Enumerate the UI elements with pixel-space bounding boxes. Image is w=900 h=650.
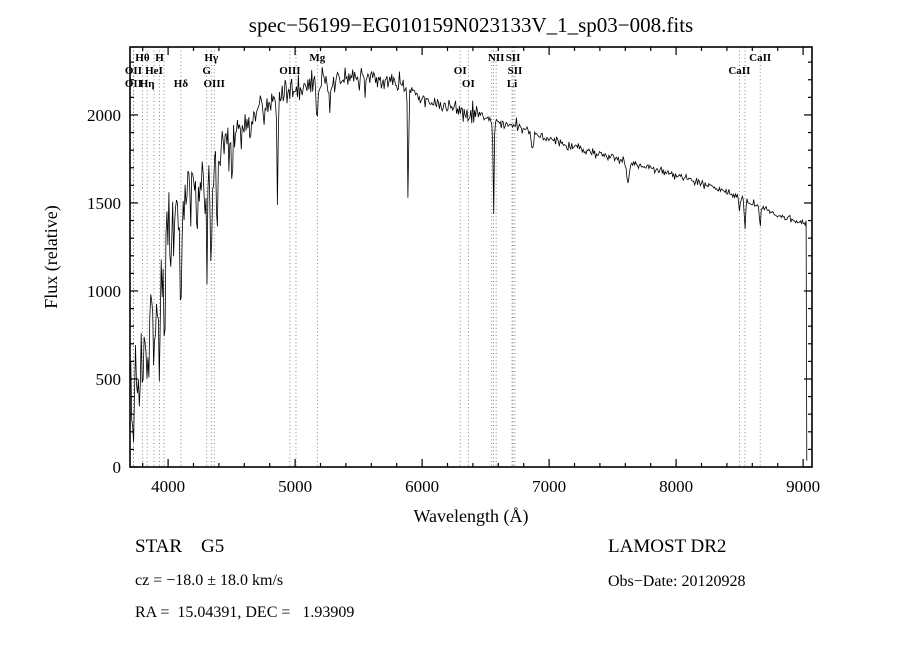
x-tick-label: 8000 [659, 477, 693, 496]
line-label: CaII [749, 52, 771, 64]
line-label: HeI [145, 65, 163, 77]
plot-title: spec−56199−EG010159N023133V_1_sp03−008.f… [249, 13, 693, 37]
line-label: Hγ [204, 52, 218, 64]
line-label: Mg [309, 52, 325, 64]
line-label: OII [125, 65, 142, 77]
line-label: H [155, 52, 164, 64]
x-axis-label: Wavelength (Å) [413, 506, 528, 527]
y-tick-label: 2000 [87, 106, 121, 125]
x-tick-label: 6000 [405, 477, 439, 496]
plot-border [129, 46, 813, 468]
y-tick-label: 1500 [87, 194, 121, 213]
line-label: Hδ [174, 78, 189, 90]
line-label: SII [508, 65, 523, 77]
x-tick-label: 9000 [786, 477, 820, 496]
radial-velocity: cz = −18.0 ± 18.0 km/s [135, 572, 284, 589]
line-label: SII [506, 52, 521, 64]
x-tick-label: 4000 [151, 477, 185, 496]
y-axis-label: Flux (relative) [41, 205, 62, 308]
line-label: OIII [279, 65, 300, 77]
axis-tick-labels: 4000 5000 6000 7000 8000 9000 0 500 1000 1500 2000 [87, 106, 820, 496]
line-label: Hη [140, 78, 155, 90]
y-tick-label: 500 [96, 370, 122, 389]
line-label: OII [125, 78, 142, 90]
y-tick-label: 1000 [87, 282, 121, 301]
observation-date: Obs−Date: 20120928 [608, 573, 746, 590]
y-tick-label: 0 [113, 458, 122, 477]
spectral-line-labels: OIIOIIHθHηHeIHHδGHγOIIIOIIIMgOIOINIILiSI… [125, 52, 771, 90]
line-label: G [202, 65, 211, 77]
line-label: Hθ [135, 52, 150, 64]
line-label: CaII [728, 65, 750, 77]
line-label: NII [488, 52, 505, 64]
plot-frame [129, 46, 813, 468]
line-label: OI [462, 78, 475, 90]
line-label: OIII [203, 78, 224, 90]
survey-name: LAMOST DR2 [608, 536, 727, 557]
coordinates: RA = 15.04391, DEC = 1.93909 [135, 604, 355, 621]
axis-ticks [130, 47, 812, 468]
object-classification: STAR G5 [135, 536, 225, 557]
spectrum-trace [130, 67, 808, 461]
x-tick-label: 7000 [532, 477, 566, 496]
spectrum-curve [130, 67, 808, 461]
x-tick-label: 5000 [278, 477, 312, 496]
line-label: OI [454, 65, 467, 77]
line-label: Li [507, 78, 517, 90]
